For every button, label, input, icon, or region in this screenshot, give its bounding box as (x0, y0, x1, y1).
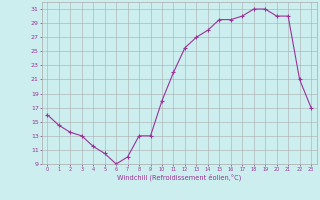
X-axis label: Windchill (Refroidissement éolien,°C): Windchill (Refroidissement éolien,°C) (117, 173, 241, 181)
